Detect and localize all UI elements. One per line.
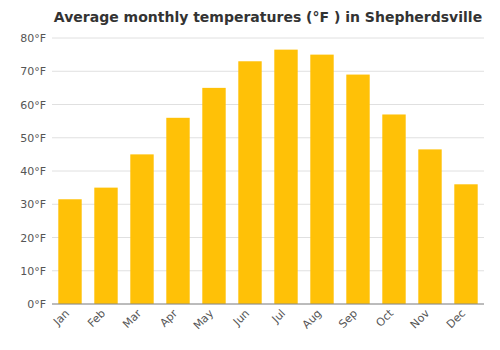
x-tick-label: Nov (408, 307, 433, 332)
y-tick-label: 70°F (20, 65, 46, 78)
y-tick-label: 0°F (27, 298, 46, 311)
chart-container: Average monthly temperatures (°F ) in Sh… (0, 0, 500, 350)
x-axis-line (52, 304, 484, 305)
x-tick-label: May (191, 307, 217, 333)
bar (238, 61, 261, 304)
bar (166, 118, 189, 304)
bar (58, 199, 81, 304)
y-tick-label: 50°F (20, 132, 46, 145)
y-tick-label: 30°F (20, 198, 46, 211)
grid-line (52, 71, 484, 72)
y-tick-label: 10°F (20, 265, 46, 278)
grid-line (52, 104, 484, 105)
x-axis: Jan Feb Mar Apr May Jun Jul Aug Sep Oct Nov Dec (50, 306, 468, 332)
bar (382, 114, 405, 304)
x-tick-label: Jul (269, 307, 288, 326)
y-tick-label: 40°F (20, 165, 46, 178)
bar (274, 50, 297, 304)
x-tick-label: Dec (444, 307, 468, 331)
y-tick-label: 80°F (20, 32, 46, 45)
x-tick-label: Mar (120, 307, 144, 331)
title: Average monthly temperatures (°F ) in Sh… (54, 9, 482, 25)
x-tick-label: Oct (373, 306, 396, 329)
x-tick-label: Aug (300, 307, 324, 331)
y-tick-label: 20°F (20, 232, 46, 245)
x-tick-label: Jun (230, 307, 252, 329)
y-tick-label: 60°F (20, 99, 46, 112)
x-tick-label: Apr (157, 307, 180, 330)
x-tick-label: Feb (85, 307, 108, 330)
bar (454, 184, 477, 304)
x-tick-label: Sep (336, 307, 360, 331)
grid-line (52, 137, 484, 138)
bar (310, 55, 333, 304)
y-axis: 0°F 10°F 20°F 30°F 40°F 50°F 60°F 70°F 80°F (20, 32, 484, 311)
bar (202, 88, 225, 304)
bar (130, 154, 153, 304)
bar (346, 75, 369, 304)
grid-line (52, 38, 484, 39)
grid-line (52, 304, 484, 305)
bar (418, 149, 441, 304)
x-tick-label: Jan (50, 307, 72, 329)
chart: Average monthly temperatures (°F ) in Sh… (0, 0, 500, 350)
bars (58, 50, 477, 304)
bar (94, 188, 117, 304)
